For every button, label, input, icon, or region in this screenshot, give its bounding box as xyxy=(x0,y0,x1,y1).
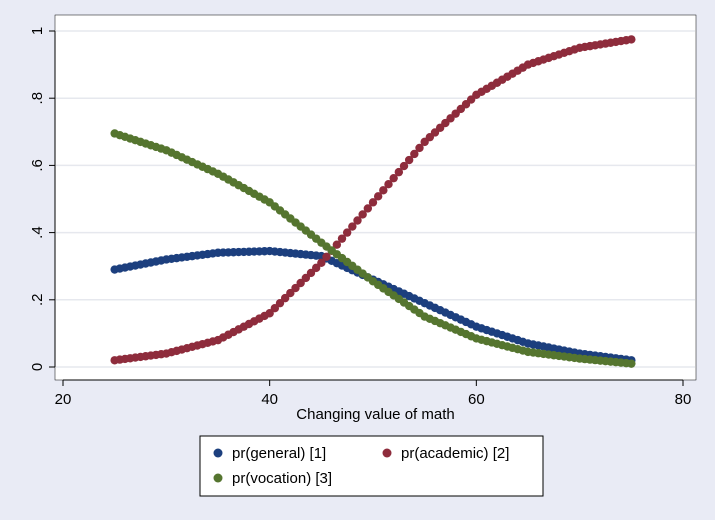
legend-marker xyxy=(382,448,392,458)
legend-marker xyxy=(213,473,223,483)
x-tick-label: 80 xyxy=(675,391,692,408)
data-point xyxy=(379,186,388,195)
data-points xyxy=(110,35,636,368)
y-tick-label: .4 xyxy=(29,226,46,239)
y-tick-label: 0 xyxy=(29,363,46,371)
data-point xyxy=(384,180,393,189)
x-tick-label: 60 xyxy=(468,391,485,408)
data-point xyxy=(368,198,378,207)
data-point xyxy=(399,161,409,171)
series-3 xyxy=(110,129,636,368)
data-point xyxy=(317,258,326,268)
axes: 0 .2 .4 .6 .8 1 20 40 60 80 xyxy=(29,27,691,408)
data-point xyxy=(306,268,316,278)
data-point xyxy=(342,228,352,237)
x-axis-label: Changing value of math xyxy=(296,406,454,423)
data-point xyxy=(394,167,404,177)
legend-marker xyxy=(213,448,223,458)
series-2 xyxy=(110,35,636,365)
legend: pr(general) [1] pr(academic) [2] pr(vocati… xyxy=(199,435,544,497)
data-point xyxy=(337,234,347,243)
data-point xyxy=(301,273,311,283)
data-point xyxy=(363,204,373,213)
data-point xyxy=(270,304,280,313)
data-point xyxy=(348,222,357,231)
grid xyxy=(56,30,695,368)
data-point xyxy=(265,309,274,318)
x-tick-label: 20 xyxy=(55,391,72,408)
data-point xyxy=(332,240,342,249)
data-point xyxy=(358,210,367,219)
data-point xyxy=(353,216,362,225)
data-point xyxy=(311,263,321,273)
legend-label: pr(general) [1] xyxy=(232,445,326,462)
y-tick-label: .2 xyxy=(29,294,46,307)
data-point xyxy=(275,298,285,308)
y-tick-label: .6 xyxy=(29,159,46,172)
legend-label: pr(academic) [2] xyxy=(401,445,509,462)
y-tick-label: .8 xyxy=(29,92,46,105)
x-tick-label: 40 xyxy=(261,391,278,408)
data-point xyxy=(286,288,295,298)
data-point xyxy=(404,155,414,165)
data-point xyxy=(627,359,636,368)
data-point xyxy=(296,278,305,288)
legend-label: pr(vocation) [3] xyxy=(232,470,332,487)
data-point xyxy=(410,149,419,159)
data-point xyxy=(415,143,424,153)
data-point xyxy=(627,35,636,44)
data-point xyxy=(291,283,300,293)
legend-box xyxy=(199,435,544,497)
y-tick-label: 1 xyxy=(29,27,46,35)
legend-item: pr(general) [1] xyxy=(213,445,326,462)
legend-item: pr(vocation) [3] xyxy=(213,470,332,487)
data-point xyxy=(389,173,398,183)
data-point xyxy=(280,293,290,303)
legend-item: pr(academic) [2] xyxy=(382,445,509,462)
data-point xyxy=(373,192,383,201)
data-point xyxy=(322,252,331,261)
